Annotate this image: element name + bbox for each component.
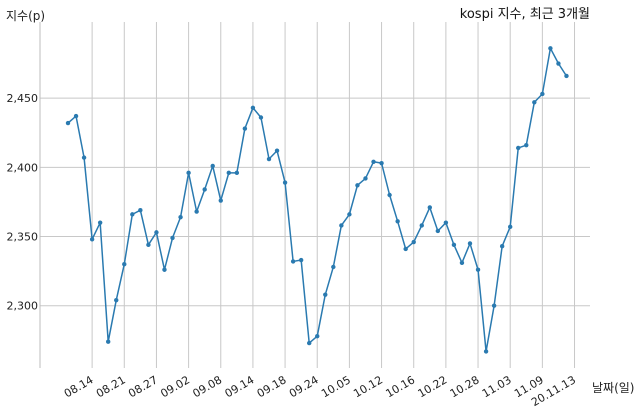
x-axis-title: 날짜(일) [592,381,634,395]
data-point [307,340,312,346]
x-tick-label: 08.27 [126,373,160,400]
data-point [290,259,296,264]
data-point [379,160,384,166]
data-point [540,91,545,97]
data-point [65,120,71,126]
x-tick-label: 11.03 [480,373,514,400]
data-point [516,145,521,151]
data-point [443,220,449,225]
x-tick-label: 10.12 [351,373,385,400]
x-tick-label: 08.14 [62,373,96,400]
x-tick-label: 09.18 [255,373,289,400]
x-tick-label: 10.28 [448,373,482,400]
data-point [266,156,272,162]
y-tick-label: 2,350 [7,231,39,244]
data-point [146,242,151,248]
data-point [218,198,223,203]
data-point [210,163,215,169]
data-point [355,183,360,188]
data-point [427,205,432,210]
data-point [548,46,553,51]
data-point [419,223,424,228]
data-point [451,242,457,248]
data-point [194,209,199,214]
x-tick-label: 10.16 [383,373,417,400]
data-point [403,246,408,252]
data-point [226,170,231,176]
grid [40,22,590,368]
data-point [475,267,481,272]
data-point [97,220,103,225]
data-point [234,170,240,176]
data-point [483,349,489,354]
data-point [491,303,497,308]
data-point [122,262,127,267]
data-point [138,208,143,213]
data-point [186,170,191,176]
x-tick-label: 08.21 [94,373,128,400]
data-point [467,241,473,246]
data-point [411,239,416,245]
data-point [178,214,183,220]
data-point [524,142,529,148]
data-point [106,339,111,344]
data-point [315,333,320,339]
chart-title: kospi 지수, 최근 3개월 [460,7,590,22]
data-point [347,212,352,217]
data-point [73,113,79,119]
data-point [274,148,280,153]
data-point [339,223,344,228]
data-point [242,126,248,131]
data-point [282,180,288,185]
data-point [459,260,465,266]
data-point [154,230,159,235]
y-tick-label: 2,400 [7,161,39,174]
data-point [556,61,561,66]
data-point [499,244,505,249]
x-tick-label: 09.24 [287,373,321,400]
x-tick-label: 09.02 [158,373,192,400]
data-point [170,235,175,241]
data-point [250,105,256,111]
data-point [130,212,135,217]
data-point [81,155,87,160]
data-point [114,297,119,303]
data-point [564,73,569,79]
y-tick-label: 2,300 [7,300,39,313]
data-point [162,267,167,272]
data-point [323,292,328,297]
data-point [395,219,400,224]
y-axis-title: 지수(p) [6,9,45,23]
data-point [89,237,95,242]
data-point [202,187,207,192]
data-point [435,228,441,234]
data-point [532,100,537,105]
data-point [363,176,368,181]
x-tick-label: 10.22 [416,373,450,400]
y-tick-label: 2,450 [7,92,39,105]
data-point [331,264,336,270]
data-point [258,115,264,120]
x-tick-label: 10.05 [319,373,353,400]
x-tick-label: 09.08 [190,373,224,400]
data-point [508,224,513,230]
data-point [298,257,304,263]
x-tick-label: 09.14 [223,373,257,400]
data-point [371,159,376,164]
data-point [387,192,392,198]
data-points [65,46,569,354]
